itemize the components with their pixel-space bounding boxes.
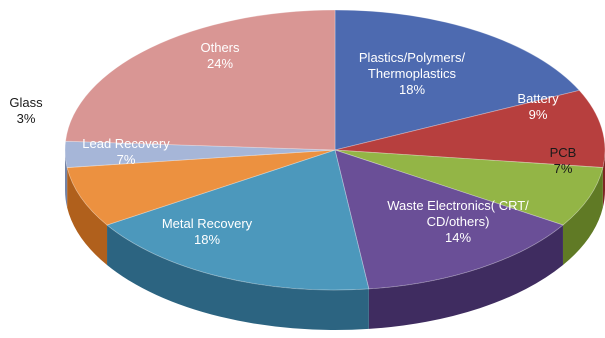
pie-category-label: Plastics/Polymers/ (359, 50, 466, 65)
pie-value-label: 24% (207, 56, 233, 71)
pie-value-label: 18% (399, 82, 425, 97)
pie-labels: Plastics/Polymers/Thermoplastics 18%Batte… (9, 40, 576, 247)
pie-side-faces (65, 150, 605, 330)
pie-side-glass (65, 150, 68, 208)
pie-category-label: Glass (9, 95, 43, 110)
pie-value-label: 7% (117, 152, 136, 167)
pie-side-metal-recovery (107, 225, 369, 330)
pie-label-others: Others 24% (200, 40, 240, 71)
pie-value-label: 18% (194, 232, 220, 247)
pie-category-label: Lead Recovery (82, 136, 170, 151)
pie-label-battery: Battery 9% (517, 91, 559, 122)
pie-slice-pcb (334, 149, 604, 226)
pie-side-waste-electronics-crt-cd-others (368, 225, 563, 329)
pie-label-waste-electronics-crt-cd-others: Waste Electronics( CRT/CD/others) 14% (387, 198, 529, 245)
pie-category-label: CD/others) (427, 214, 490, 229)
pie-label-pcb: PCB 7% (550, 145, 577, 176)
pie-slice-glass (64, 140, 336, 168)
pie-slice-waste-electronics-crt-cd-others (334, 149, 564, 290)
pie-slice-battery (334, 89, 605, 168)
pie-category-label: Metal Recovery (162, 216, 253, 231)
pie-value-label: 9% (529, 107, 548, 122)
pie-side-battery (602, 150, 605, 208)
pie-label-plastics-polymers-thermoplastics: Plastics/Polymers/Thermoplastics 18% (359, 50, 466, 97)
pie-slice-others (65, 9, 336, 151)
pie-category-label: Waste Electronics( CRT/ (387, 198, 529, 213)
pie-side-pcb (562, 167, 603, 266)
pie-value-label: 14% (445, 230, 471, 245)
pie-value-label: 3% (17, 111, 36, 126)
pie-slice-lead-recovery (66, 149, 336, 226)
pie-side-lead-recovery (67, 167, 108, 266)
pie-category-label: Others (200, 40, 240, 55)
pie-label-glass: Glass 3% (9, 95, 43, 126)
pie-category-label: Battery (517, 91, 559, 106)
pie-top-faces (64, 9, 605, 291)
pie-slice-metal-recovery (106, 149, 370, 291)
pie-label-lead-recovery: Lead Recovery 7% (82, 136, 170, 167)
pie-value-label: 7% (554, 161, 573, 176)
pie-category-label: Thermoplastics (368, 66, 457, 81)
pie-slice-plastics-polymers-thermoplastics (334, 9, 581, 151)
pie-category-label: PCB (550, 145, 577, 160)
pie-label-metal-recovery: Metal Recovery 18% (162, 216, 253, 247)
